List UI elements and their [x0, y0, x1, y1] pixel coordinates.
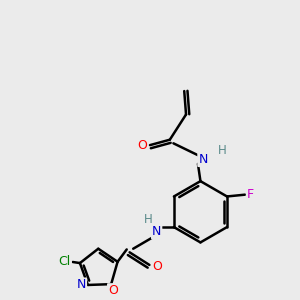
Text: F: F — [247, 188, 254, 201]
Text: O: O — [137, 139, 147, 152]
Text: H: H — [144, 213, 153, 226]
Text: O: O — [152, 260, 162, 273]
Text: N: N — [152, 225, 161, 238]
Text: N: N — [198, 153, 208, 166]
Text: N: N — [77, 278, 86, 292]
Text: O: O — [108, 284, 118, 297]
Text: H: H — [218, 144, 226, 157]
Text: Cl: Cl — [59, 255, 71, 268]
